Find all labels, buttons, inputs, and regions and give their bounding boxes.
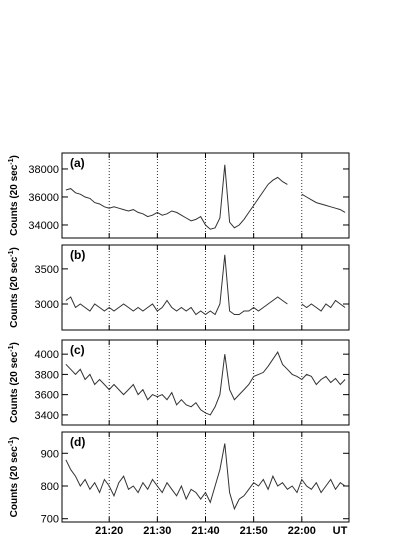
y-label-part: -1: [8, 440, 15, 446]
plot-frame: [61, 431, 350, 523]
x-axis-label: UT: [333, 525, 348, 537]
y-tick-label: 3400: [35, 410, 59, 422]
y-tick-label: 3800: [35, 369, 59, 381]
plot-frame: [61, 339, 350, 426]
y-label-part: ): [9, 247, 20, 250]
x-tick-label: 21:50: [240, 525, 268, 537]
y-tick-label: 700: [41, 514, 59, 526]
y-tick-label: 38000: [28, 164, 59, 176]
y-label-part: -1: [8, 250, 15, 256]
y-label-part: Counts (20 sec: [9, 446, 20, 518]
plot-frame: [61, 244, 350, 331]
x-tick-label: 21:30: [143, 525, 171, 537]
y-tick-label: 3500: [35, 264, 59, 276]
data-line: [65, 164, 346, 230]
data-line: [65, 351, 346, 416]
y-axis-label: Counts (20 sec-1): [8, 247, 20, 328]
y-label-part: Counts (20 sec: [9, 256, 20, 328]
x-tick-label: 22:00: [288, 525, 316, 537]
y-label-part: -1: [8, 345, 15, 351]
x-tick-label: 21:40: [191, 525, 219, 537]
y-axis-label: Counts (20 sec-1): [8, 155, 20, 236]
panel-label: (c): [70, 343, 85, 357]
panel-label: (b): [70, 248, 85, 262]
y-axis-label: Counts (20 sec-1): [8, 437, 20, 518]
data-line: [65, 254, 346, 316]
y-tick-label: 900: [41, 448, 59, 460]
y-tick-label: 36000: [28, 192, 59, 204]
y-label-part: Counts (20 sec: [9, 351, 20, 423]
y-label-part: ): [9, 437, 20, 440]
y-tick-label: 4000: [35, 349, 59, 361]
data-line: [65, 443, 346, 511]
y-tick-label: 800: [41, 481, 59, 493]
y-label-part: Counts (20 sec: [9, 164, 20, 236]
panel-label: (a): [70, 156, 85, 170]
y-tick-label: 3600: [35, 390, 59, 402]
y-axis-label: Counts (20 sec-1): [8, 342, 20, 423]
y-label-part: ): [9, 342, 20, 345]
y-tick-label: 3000: [35, 299, 59, 311]
x-tick-label: 21:20: [95, 525, 123, 537]
y-label-part: ): [9, 155, 20, 158]
panel-label: (d): [70, 435, 85, 449]
plot-frame: [61, 152, 350, 239]
y-tick-label: 34000: [28, 220, 59, 232]
y-label-part: -1: [8, 158, 15, 164]
